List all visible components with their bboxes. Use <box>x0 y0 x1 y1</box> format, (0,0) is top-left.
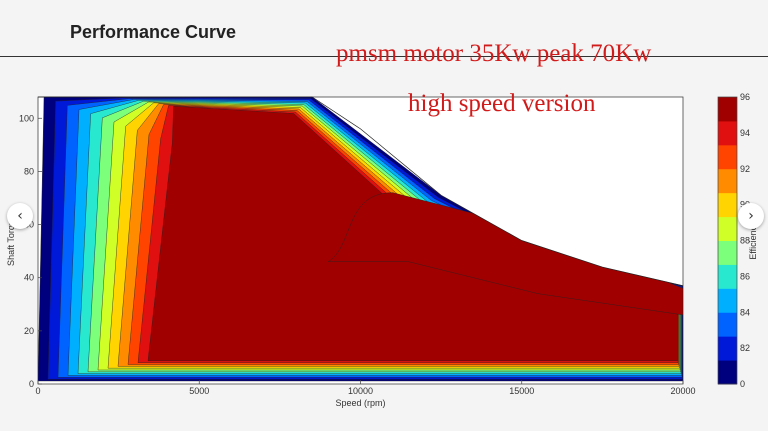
x-tick-label: 0 <box>35 386 40 396</box>
x-axis-label: Speed (rpm) <box>335 398 385 408</box>
colorbar-band <box>718 120 737 146</box>
colorbar-tick-label: 86 <box>740 271 750 281</box>
y-tick-label: 40 <box>24 273 34 283</box>
overlay-text-line-2: high speed version <box>408 90 596 117</box>
peak-efficiency-region <box>327 192 683 316</box>
colorbar-band <box>718 144 737 170</box>
torque-envelope-line <box>38 96 684 287</box>
colorbar-tick-label: 96 <box>740 92 750 102</box>
colorbar-band <box>718 264 737 289</box>
chevron-left-icon[interactable]: ‹ <box>7 203 33 229</box>
colorbar-band <box>718 97 737 122</box>
x-tick-label: 15000 <box>509 386 534 396</box>
colorbar-band <box>718 312 737 337</box>
contour-group <box>38 97 683 382</box>
colorbar-frame <box>717 96 738 385</box>
colorbar-tick-label: 82 <box>740 343 750 353</box>
colorbar-band <box>718 240 737 265</box>
y-axis-label: Shaft Torque <box>6 215 16 266</box>
y-tick-label: 80 <box>24 166 34 176</box>
colorbar-tick-label: 92 <box>740 164 750 174</box>
colorbar-band <box>718 216 737 241</box>
chevron-right-icon[interactable]: › <box>738 203 764 229</box>
header-divider <box>0 56 768 57</box>
colorbar-band <box>718 192 737 218</box>
y-tick-label: 100 <box>19 113 34 123</box>
colorbar-tick-label: 0 <box>740 379 745 389</box>
colorbar-band <box>718 168 737 194</box>
colorbar-band <box>718 288 737 313</box>
y-tick-label: 0 <box>29 379 34 389</box>
colorbar-label: Efficiency <box>748 221 758 260</box>
colorbar-band <box>718 336 737 361</box>
colorbar-band <box>718 360 737 385</box>
colorbar-tick-label: 94 <box>740 128 750 138</box>
colorbar-tick-label: 88 <box>740 236 750 246</box>
y-tick-label: 20 <box>24 326 34 336</box>
colorbar-tick-label: 84 <box>740 307 750 317</box>
x-tick-label: 10000 <box>348 386 373 396</box>
x-tick-label: 20000 <box>670 386 695 396</box>
overlay-text-line-1: pmsm motor 35Kw peak 70Kw <box>336 40 652 67</box>
page-title: Performance Curve <box>70 22 237 42</box>
x-tick-label: 5000 <box>189 386 209 396</box>
